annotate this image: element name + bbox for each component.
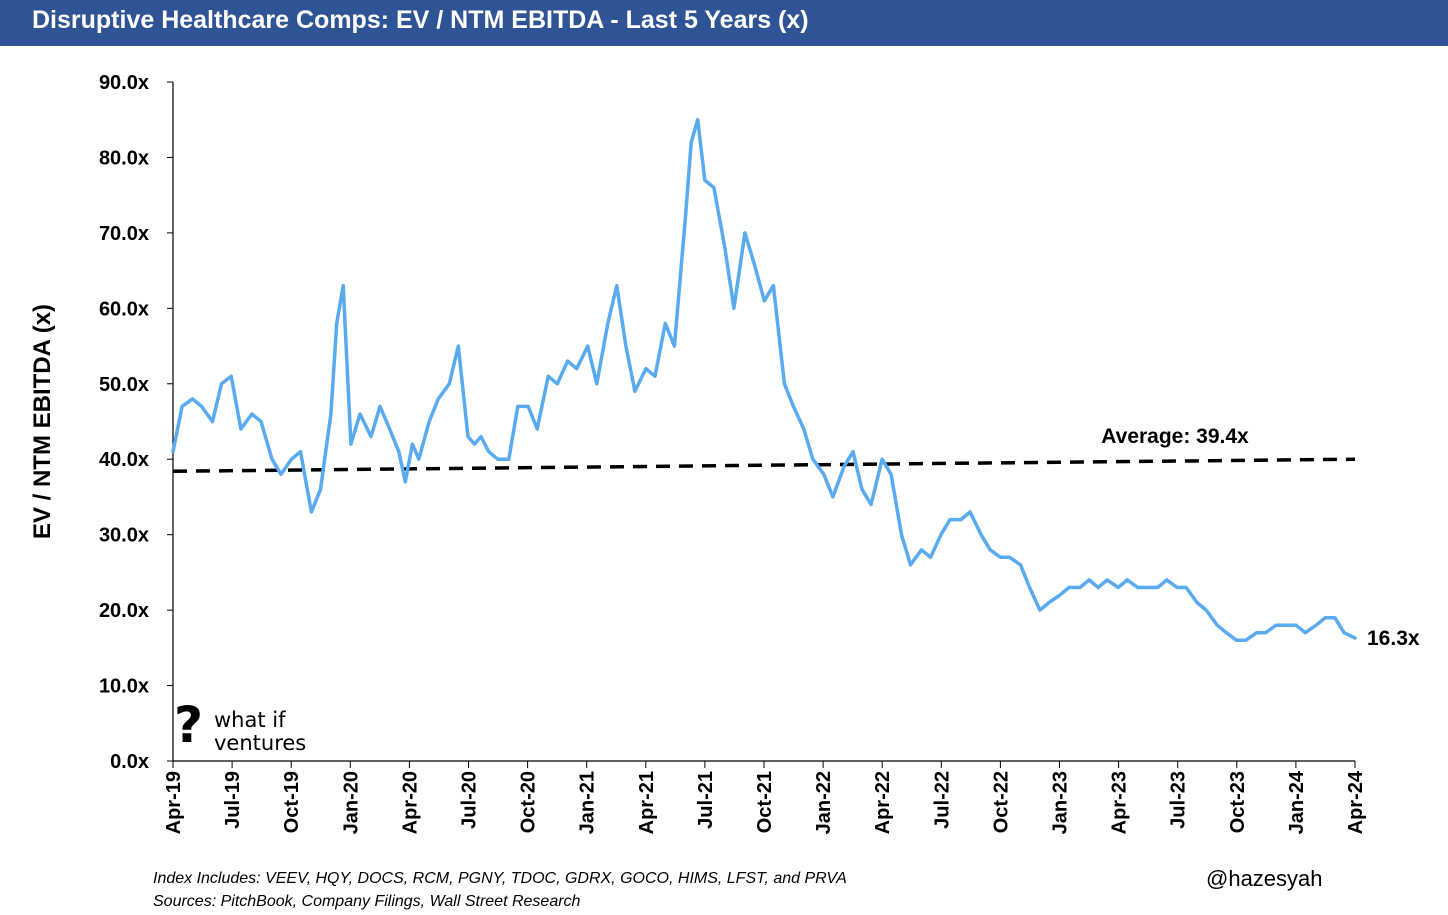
x-tick-label: Apr-23 xyxy=(1109,771,1131,834)
x-tick-label: Jul-19 xyxy=(222,771,244,829)
chart-title: Disruptive Healthcare Comps: EV / NTM EB… xyxy=(32,6,809,34)
logo-text: what if ventures xyxy=(214,709,306,755)
ev-ebitda-series-line xyxy=(171,117,1357,643)
x-tick-label: Apr-20 xyxy=(399,771,421,834)
y-tick-label: 60.0x xyxy=(99,298,149,320)
x-tick-label: Oct-23 xyxy=(1227,771,1249,833)
sources-footnote: Sources: PitchBook, Company Filings, Wal… xyxy=(153,893,581,910)
what-if-ventures-logo: ? what if ventures xyxy=(174,700,354,758)
y-tick-label: 90.0x xyxy=(99,72,149,94)
x-tick-label: Oct-20 xyxy=(518,771,540,833)
author-handle: @hazesyah xyxy=(1206,866,1323,891)
y-tick-label: 50.0x xyxy=(99,374,149,396)
x-tick-label: Apr-22 xyxy=(872,771,894,834)
x-tick-label: Jan-22 xyxy=(813,771,835,834)
x-tick-label: Apr-24 xyxy=(1345,770,1367,834)
logo-line-2: ventures xyxy=(214,731,307,755)
index-footnote: Index Includes: VEEV, HQY, DOCS, RCM, PG… xyxy=(153,870,847,887)
end-value-label: 16.3x xyxy=(1367,627,1420,650)
x-tick-label: Jul-22 xyxy=(931,771,953,829)
x-tick-label: Oct-22 xyxy=(990,771,1012,833)
x-tick-label: Jan-21 xyxy=(577,771,599,834)
title-bar: Disruptive Healthcare Comps: EV / NTM EB… xyxy=(0,0,1448,46)
x-tick-label: Jan-24 xyxy=(1286,770,1308,834)
x-tick-label: Jul-21 xyxy=(695,771,717,829)
line-chart: 0.0x 10.0x 20.0x 30.0x 40.0x 50.0x 60.0x 70.0x 8… xyxy=(29,72,1420,834)
x-tick-label: Oct-19 xyxy=(281,771,303,833)
y-axis-title: EV / NTM EBITDA (x) xyxy=(29,304,56,539)
x-tick-label: Apr-21 xyxy=(636,771,658,834)
average-label: Average: 39.4x xyxy=(1101,425,1249,448)
logo-line-1: what if xyxy=(214,708,286,732)
x-tick-label: Oct-21 xyxy=(754,771,776,833)
x-tick-label: Jul-20 xyxy=(459,771,481,829)
y-tick-label: 0.0x xyxy=(110,751,149,773)
y-tick-label: 30.0x xyxy=(99,525,149,547)
x-tick-label: Apr-19 xyxy=(163,771,185,834)
y-tick-label: 80.0x xyxy=(99,147,149,169)
y-tick-label: 20.0x xyxy=(99,600,149,622)
x-tick-label: Jan-23 xyxy=(1050,771,1072,834)
y-tick-label: 10.0x xyxy=(99,676,149,698)
x-tick-label: Jan-20 xyxy=(340,771,362,834)
y-tick-label: 40.0x xyxy=(99,449,149,471)
question-mark-icon: ? xyxy=(174,696,204,754)
y-tick-label: 70.0x xyxy=(99,223,149,245)
average-line xyxy=(172,457,1356,474)
x-tick-label: Jul-23 xyxy=(1168,771,1190,829)
